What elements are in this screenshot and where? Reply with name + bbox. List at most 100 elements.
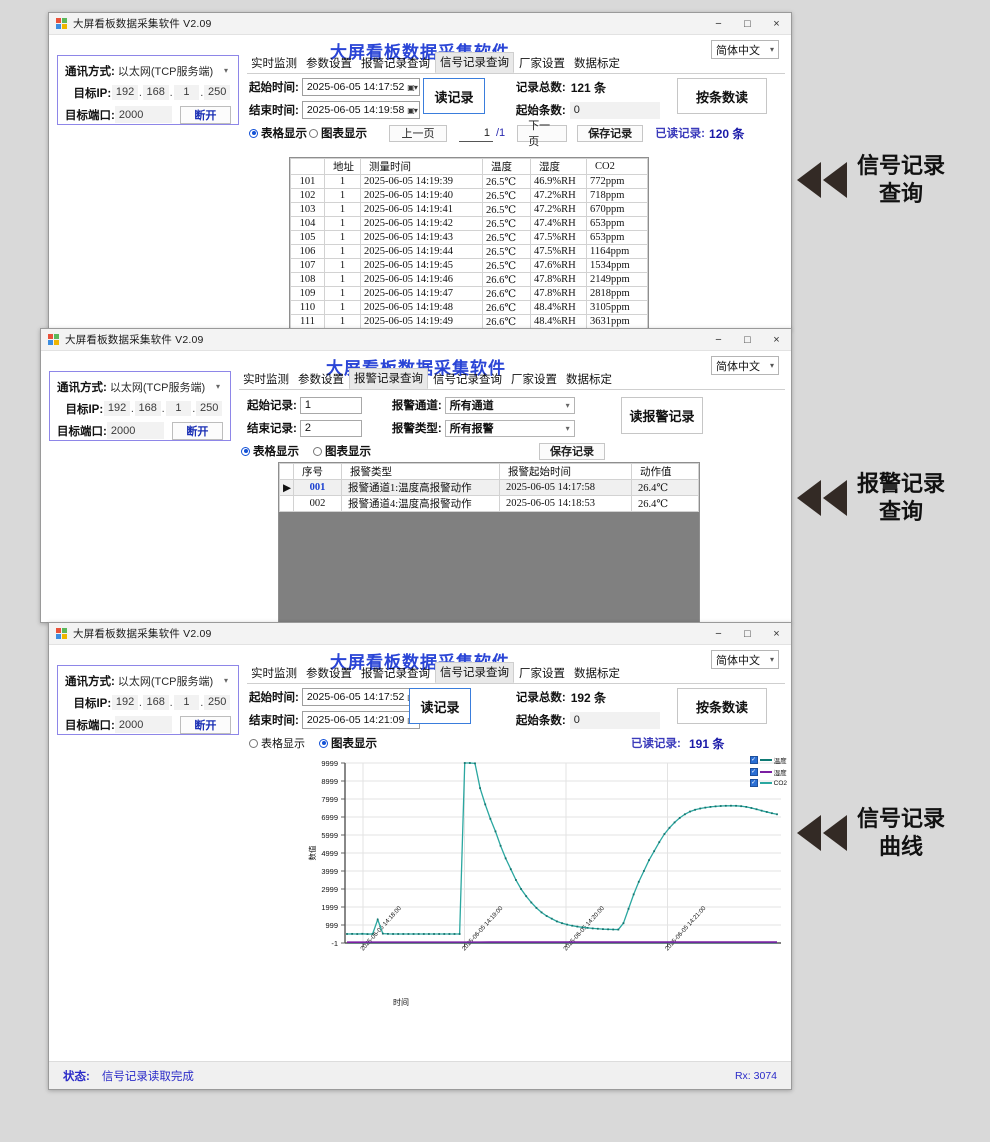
table-row[interactable]: 107 1 2025-06-05 14:19:45 26.5℃ 47.6%RH 1534p… bbox=[290, 258, 648, 273]
read-by-count-button[interactable]: 按条数读 bbox=[677, 688, 767, 724]
table-row[interactable]: 109 1 2025-06-05 14:19:47 26.6℃ 47.8%RH 2818p… bbox=[290, 286, 648, 301]
radio-chart-display[interactable]: 图表显示 bbox=[309, 125, 367, 141]
ip-octet-3[interactable]: 1 bbox=[173, 695, 200, 710]
tab-data-calibration[interactable]: 数据标定 bbox=[566, 374, 612, 386]
table-row[interactable]: 106 1 2025-06-05 14:19:44 26.5℃ 47.5%RH 1164p… bbox=[290, 244, 648, 259]
read-alarm-record-button[interactable]: 读报警记录 bbox=[621, 397, 703, 434]
alarm-type-select[interactable]: 所有报警 ▾ bbox=[444, 419, 575, 437]
table-row[interactable]: 104 1 2025-06-05 14:19:42 26.5℃ 47.4%RH 653pp… bbox=[290, 216, 648, 231]
legend-item-温度[interactable]: ✓ 温度 bbox=[749, 755, 787, 765]
ip-octet-1[interactable]: 192 bbox=[104, 401, 130, 416]
column-header-1[interactable]: 序号 bbox=[293, 463, 342, 480]
radio-chart-display[interactable]: 图表显示 bbox=[313, 443, 371, 459]
start-record-input[interactable]: 1 bbox=[299, 396, 362, 414]
table-row[interactable]: 002 报警通道4:温度高报警动作 2025-06-05 14:18:53 26.4℃ bbox=[279, 495, 699, 512]
window-signal-record-query[interactable]: 大屏看板数据采集软件 V2.09 − □ × 大屏看板数据采集软件 简体中文 ▾… bbox=[48, 12, 792, 330]
tab-signal-record-query[interactable]: 信号记录查询 bbox=[435, 662, 514, 683]
tab-realtime-monitor[interactable]: 实时监测 bbox=[251, 58, 297, 70]
column-header-3[interactable]: 温度 bbox=[482, 158, 531, 175]
comm-mode-select[interactable]: 以太网(TCP服务端) ▾ bbox=[114, 62, 231, 79]
tab-parameter-settings[interactable]: 参数设置 bbox=[298, 374, 344, 386]
tab-signal-record-query[interactable]: 信号记录查询 bbox=[433, 374, 502, 386]
tab-realtime-monitor[interactable]: 实时监测 bbox=[251, 668, 297, 680]
alarm-record-table[interactable]: 序号 报警类型 报警起始时间 动作值 ▶ 001 报警通道1:温度高报警动作 2025-06… bbox=[279, 463, 699, 512]
minimize-icon[interactable]: − bbox=[715, 17, 722, 30]
target-port-input[interactable]: 2000 bbox=[106, 422, 164, 439]
radio-chart-display[interactable]: 图表显示 bbox=[319, 735, 377, 751]
window1-tabs[interactable]: 实时监测 参数设置 报警记录查询 信号记录查询 厂家设置 数据标定 bbox=[247, 52, 785, 74]
disconnect-button[interactable]: 断开 bbox=[179, 105, 231, 124]
ip-octet-2[interactable]: 168 bbox=[142, 695, 169, 710]
legend-checkbox-icon[interactable]: ✓ bbox=[749, 779, 758, 787]
window3-tabs[interactable]: 实时监测 参数设置 报警记录查询 信号记录查询 厂家设置 数据标定 bbox=[247, 662, 785, 684]
maximize-icon[interactable]: □ bbox=[744, 333, 751, 346]
calendar-icon[interactable]: ▣▾ bbox=[407, 82, 418, 92]
prev-page-button[interactable]: 上一页 bbox=[389, 124, 447, 142]
start-count-input[interactable]: 0 bbox=[569, 101, 660, 119]
start-count-input[interactable]: 0 bbox=[569, 711, 660, 729]
comm-mode-select[interactable]: 以太网(TCP服务端) ▾ bbox=[106, 378, 223, 395]
page-number-input[interactable]: 1 bbox=[459, 124, 493, 142]
window3-titlebar[interactable]: 大屏看板数据采集软件 V2.09 − □ × bbox=[49, 623, 791, 645]
table-row[interactable]: 108 1 2025-06-05 14:19:46 26.6℃ 47.8%RH 2149p… bbox=[290, 272, 648, 287]
window1-titlebar[interactable]: 大屏看板数据采集软件 V2.09 − □ × bbox=[49, 13, 791, 35]
window2-titlebar[interactable]: 大屏看板数据采集软件 V2.09 − □ × bbox=[41, 329, 791, 351]
next-page-button[interactable]: 下一页 bbox=[517, 120, 568, 148]
target-port-input[interactable]: 2000 bbox=[114, 716, 172, 733]
column-header-3[interactable]: 报警起始时间 bbox=[499, 463, 632, 480]
column-header-1[interactable]: 地址 bbox=[324, 158, 361, 175]
comm-mode-select[interactable]: 以太网(TCP服务端) ▾ bbox=[114, 672, 231, 689]
window-signal-record-curve[interactable]: 大屏看板数据采集软件 V2.09 − □ × 大屏看板数据采集软件 简体中文 ▾… bbox=[48, 622, 792, 1090]
read-record-button[interactable]: 读记录 bbox=[423, 78, 485, 114]
signal-record-chart[interactable]: -1 999 1999 2999 3999 4999 5999 6999 7999 8999 999… bbox=[285, 751, 791, 1041]
end-time-input[interactable]: 2025-06-05 14:19:58 ▣▾ bbox=[301, 101, 420, 119]
save-record-button[interactable]: 保存记录 bbox=[577, 124, 644, 142]
column-header-2[interactable]: 报警类型 bbox=[341, 463, 500, 480]
start-time-input[interactable]: 2025-06-05 14:17:52 ▣▾ bbox=[301, 78, 420, 96]
column-header-0[interactable] bbox=[279, 463, 294, 480]
signal-record-grid-container[interactable]: 地址 测量时间 温度 湿度 CO2 101 1 2025-06-05 14:19:39 26.… bbox=[289, 157, 649, 329]
legend-checkbox-icon[interactable]: ✓ bbox=[749, 768, 758, 776]
disconnect-button[interactable]: 断开 bbox=[179, 715, 231, 734]
legend-item-湿度[interactable]: ✓ 湿度 bbox=[749, 767, 787, 777]
tab-factory-settings[interactable]: 厂家设置 bbox=[511, 374, 557, 386]
signal-record-table[interactable]: 地址 测量时间 温度 湿度 CO2 101 1 2025-06-05 14:19:39 26.… bbox=[290, 158, 648, 329]
radio-table-display[interactable]: 表格显示 bbox=[249, 735, 305, 751]
close-icon[interactable]: × bbox=[773, 333, 780, 346]
table-row[interactable]: ▶ 001 报警通道1:温度高报警动作 2025-06-05 14:17:58 26.4… bbox=[279, 479, 699, 496]
tab-parameter-settings[interactable]: 参数设置 bbox=[306, 58, 352, 70]
radio-table-display[interactable]: 表格显示 bbox=[241, 443, 299, 459]
chart-legend[interactable]: ✓ 温度 ✓ 湿度 ✓ CO2 bbox=[749, 755, 787, 787]
column-header-5[interactable]: CO2 bbox=[586, 158, 648, 175]
read-record-button[interactable]: 读记录 bbox=[409, 688, 471, 724]
alarm-channel-select[interactable]: 所有通道 ▾ bbox=[444, 396, 575, 414]
table-row[interactable]: 105 1 2025-06-05 14:19:43 26.5℃ 47.5%RH 653pp… bbox=[290, 230, 648, 245]
minimize-icon[interactable]: − bbox=[715, 333, 722, 346]
end-time-input[interactable]: 2025-06-05 14:21:09 ▣▾ bbox=[301, 711, 420, 729]
language-select[interactable]: 简体中文 ▾ bbox=[711, 650, 779, 669]
ip-octet-4[interactable]: 250 bbox=[196, 401, 222, 416]
ip-octet-3[interactable]: 1 bbox=[173, 85, 200, 100]
disconnect-button[interactable]: 断开 bbox=[171, 421, 223, 440]
tab-parameter-settings[interactable]: 参数设置 bbox=[306, 668, 352, 680]
row-selector-icon[interactable]: ▶ bbox=[279, 479, 294, 496]
tab-data-calibration[interactable]: 数据标定 bbox=[574, 668, 620, 680]
tab-realtime-monitor[interactable]: 实时监测 bbox=[243, 374, 289, 386]
chart-canvas[interactable]: -1 999 1999 2999 3999 4999 5999 6999 7999 8999 999… bbox=[285, 751, 791, 1041]
ip-octet-4[interactable]: 250 bbox=[204, 85, 230, 100]
tab-data-calibration[interactable]: 数据标定 bbox=[574, 58, 620, 70]
close-icon[interactable]: × bbox=[773, 627, 780, 640]
ip-octet-1[interactable]: 192 bbox=[112, 85, 138, 100]
tab-alarm-record-query[interactable]: 报警记录查询 bbox=[349, 368, 428, 389]
legend-item-CO2[interactable]: ✓ CO2 bbox=[749, 779, 787, 787]
close-icon[interactable]: × bbox=[773, 17, 780, 30]
tab-alarm-record-query[interactable]: 报警记录查询 bbox=[361, 668, 430, 680]
maximize-icon[interactable]: □ bbox=[744, 627, 751, 640]
column-header-0[interactable] bbox=[290, 158, 325, 175]
target-port-input[interactable]: 2000 bbox=[114, 106, 172, 123]
maximize-icon[interactable]: □ bbox=[744, 17, 751, 30]
table-row[interactable]: 110 1 2025-06-05 14:19:48 26.6℃ 48.4%RH 3105p… bbox=[290, 300, 648, 315]
language-select[interactable]: 简体中文 ▾ bbox=[711, 356, 779, 375]
ip-octet-3[interactable]: 1 bbox=[165, 401, 192, 416]
window2-tabs[interactable]: 实时监测 参数设置 报警记录查询 信号记录查询 厂家设置 数据标定 bbox=[239, 368, 785, 390]
